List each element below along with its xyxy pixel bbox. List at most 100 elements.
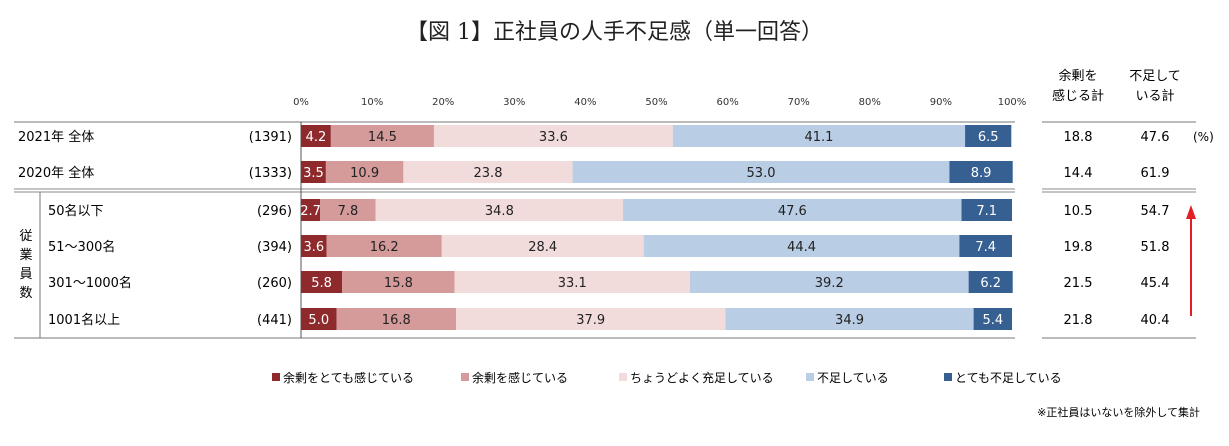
footnote: ※正社員はいないを除外して集計 xyxy=(1037,405,1200,419)
data-label: 5.0 xyxy=(308,313,329,328)
legend-swatch-very_surplus xyxy=(272,373,280,381)
bar-segment-surplus xyxy=(325,161,404,183)
bar-segment-very_shortage xyxy=(949,161,1013,183)
data-label: 3.6 xyxy=(303,240,324,255)
bar-segment-very_surplus xyxy=(301,308,337,330)
shortage-total-header: いる計 xyxy=(1135,88,1174,104)
x-tick-label: 10% xyxy=(361,97,383,108)
data-label: 3.5 xyxy=(303,166,324,181)
bar-segment-adequate xyxy=(433,125,673,147)
bar-segment-surplus xyxy=(320,199,376,221)
bar-segment-shortage xyxy=(572,161,950,183)
bar-segment-surplus xyxy=(330,125,434,147)
side-group-label: 数 xyxy=(19,286,32,301)
data-label: 7.8 xyxy=(338,204,359,219)
x-tick-label: 70% xyxy=(788,97,810,108)
x-tick-label: 30% xyxy=(503,97,525,108)
bar-segment-adequate xyxy=(375,199,624,221)
row-n-count: (394) xyxy=(257,240,292,255)
bar-segment-adequate xyxy=(403,161,573,183)
data-label: 39.2 xyxy=(815,276,844,291)
data-label: 15.8 xyxy=(384,276,413,291)
surplus-total-header: 感じる計 xyxy=(1052,88,1104,104)
legend-label: 余剰をとても感じている xyxy=(283,370,414,385)
percent-unit: (%) xyxy=(1193,130,1214,144)
data-label: 2.7 xyxy=(300,204,321,219)
shortage-total-value: 51.8 xyxy=(1141,240,1170,255)
x-tick-label: 100% xyxy=(998,97,1027,108)
row-label: 2021年 全体 xyxy=(18,129,94,145)
bar-segment-very_surplus xyxy=(301,199,321,221)
data-label: 7.4 xyxy=(975,240,996,255)
legend-label: ちょうどよく充足している xyxy=(630,370,774,385)
row-n-count: (1391) xyxy=(249,130,292,145)
surplus-total-value: 21.8 xyxy=(1064,313,1093,328)
bar-segment-shortage xyxy=(643,235,960,257)
bar-segment-surplus xyxy=(326,235,442,257)
legend-label: 不足している xyxy=(817,371,889,385)
shortage-total-value: 40.4 xyxy=(1141,313,1170,328)
bar-segment-very_surplus xyxy=(301,161,326,183)
bar-segment-very_shortage xyxy=(973,308,1012,330)
data-label: 4.2 xyxy=(306,130,327,145)
bar-segment-shortage xyxy=(672,125,966,147)
data-label: 44.4 xyxy=(787,240,816,255)
data-label: 28.4 xyxy=(528,240,557,255)
row-n-count: (260) xyxy=(257,276,292,291)
row-n-count: (441) xyxy=(257,313,292,328)
data-label: 14.5 xyxy=(368,130,397,145)
x-tick-label: 50% xyxy=(645,97,667,108)
x-tick-label: 90% xyxy=(930,97,952,108)
bar-segment-very_shortage xyxy=(959,235,1012,257)
data-label: 53.0 xyxy=(747,166,776,181)
bar-segment-very_surplus xyxy=(301,235,327,257)
trend-arrow-head xyxy=(1186,205,1196,219)
x-tick-label: 0% xyxy=(293,97,309,108)
bar-segment-very_shortage xyxy=(965,125,1012,147)
bar-segment-surplus xyxy=(342,271,455,293)
data-label: 41.1 xyxy=(804,130,833,145)
data-label: 16.8 xyxy=(382,313,411,328)
data-label: 8.9 xyxy=(971,166,992,181)
side-group-label: 従 xyxy=(19,229,32,244)
bar-segment-very_surplus xyxy=(301,271,343,293)
data-label: 34.8 xyxy=(485,204,514,219)
bar-segment-very_shortage xyxy=(968,271,1013,293)
data-label: 16.2 xyxy=(370,240,399,255)
row-label: 51～300名 xyxy=(48,239,115,255)
surplus-total-value: 18.8 xyxy=(1064,130,1093,145)
shortage-total-value: 54.7 xyxy=(1141,204,1170,219)
bar-segment-adequate xyxy=(455,308,726,330)
surplus-total-value: 10.5 xyxy=(1064,204,1093,219)
surplus-total-value: 14.4 xyxy=(1064,166,1093,181)
shortage-total-value: 47.6 xyxy=(1141,130,1170,145)
legend-swatch-shortage xyxy=(806,373,814,381)
side-group-label: 員 xyxy=(19,267,32,282)
shortage-total-value: 45.4 xyxy=(1141,276,1170,291)
bar-segment-adequate xyxy=(454,271,690,293)
data-label: 6.5 xyxy=(978,130,999,145)
data-label: 34.9 xyxy=(835,313,864,328)
row-n-count: (296) xyxy=(257,204,292,219)
data-label: 47.6 xyxy=(778,204,807,219)
x-tick-label: 60% xyxy=(716,97,738,108)
legend-swatch-surplus xyxy=(461,373,469,381)
legend-label: 余剰を感じている xyxy=(472,370,568,385)
row-n-count: (1333) xyxy=(249,166,292,181)
legend-label: とても不足している xyxy=(955,371,1062,385)
bar-segment-surplus xyxy=(336,308,456,330)
row-label: 50名以下 xyxy=(48,203,104,219)
data-label: 5.8 xyxy=(311,276,332,291)
side-group-label: 業 xyxy=(19,247,32,263)
shortage-total-value: 61.9 xyxy=(1141,166,1170,181)
data-label: 10.9 xyxy=(350,166,379,181)
bar-segment-very_shortage xyxy=(961,199,1012,221)
data-label: 37.9 xyxy=(576,313,605,328)
surplus-total-value: 19.8 xyxy=(1064,240,1093,255)
surplus-total-header: 余剰を xyxy=(1058,68,1097,84)
data-label: 7.1 xyxy=(976,204,997,219)
x-tick-label: 40% xyxy=(574,97,596,108)
data-label: 33.6 xyxy=(539,130,568,145)
legend-swatch-adequate xyxy=(619,373,627,381)
